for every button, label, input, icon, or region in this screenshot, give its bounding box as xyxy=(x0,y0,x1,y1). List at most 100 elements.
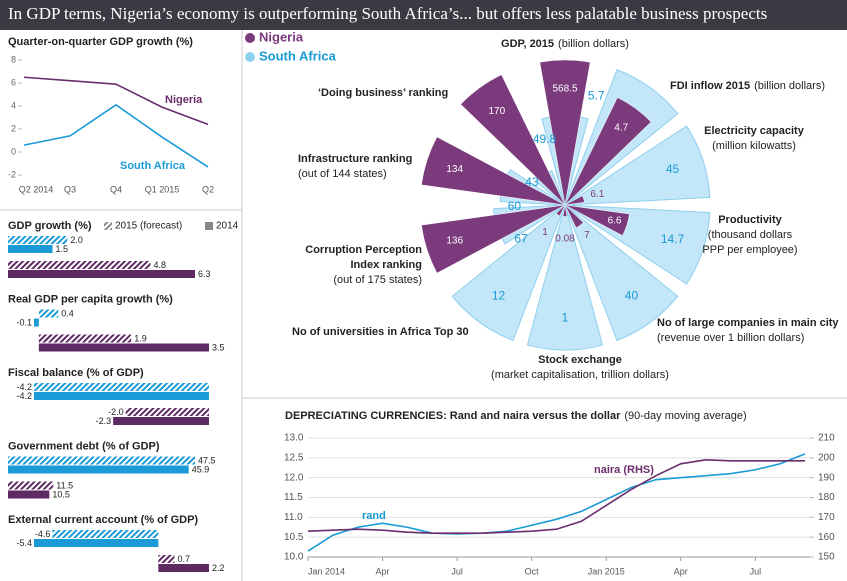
bar xyxy=(34,383,209,391)
value-label: 2.2 xyxy=(212,563,225,573)
line xyxy=(23,103,209,168)
spoke-title: Infrastructure ranking xyxy=(298,153,412,165)
value-label: 6.3 xyxy=(198,269,211,279)
y-tick-label: 12.0 xyxy=(284,472,304,483)
line xyxy=(307,459,806,534)
title-sub: (90-day moving average) xyxy=(624,410,746,422)
legend-label: South Africa xyxy=(259,48,337,63)
spoke-label: GDP, 2015 (billion dollars) xyxy=(501,38,629,50)
panel-title: Real GDP per capita growth (%) xyxy=(8,293,173,305)
x-tick-label: Q1 2015 xyxy=(145,184,180,194)
value-label: 1 xyxy=(562,310,569,324)
value-label: 5.7 xyxy=(588,88,605,102)
legend-swatch xyxy=(205,222,213,230)
bar xyxy=(8,456,195,465)
series-label: rand xyxy=(362,510,386,522)
y-tick-label: 11.0 xyxy=(284,512,303,523)
x-tick-label: Oct xyxy=(525,566,540,576)
value-label: 136 xyxy=(446,235,463,246)
wedge xyxy=(564,97,652,206)
wedge xyxy=(421,204,566,274)
legend-dot xyxy=(245,52,255,62)
value-label: -5.4 xyxy=(16,538,32,548)
y-tick-label: 10.0 xyxy=(284,552,304,563)
x-tick-label: Q3 xyxy=(64,184,76,194)
spoke-note: (market capitalisation, trillion dollars… xyxy=(491,369,669,381)
spoke-note: (revenue over 1 billion dollars) xyxy=(657,332,804,344)
bar xyxy=(38,343,209,352)
bar xyxy=(158,555,175,563)
page-title: In GDP terms, Nigeria’s economy is outpe… xyxy=(8,4,767,23)
value-label: 4.8 xyxy=(153,260,166,270)
value-label: 134 xyxy=(446,164,463,175)
bar xyxy=(34,318,39,327)
title-main: DEPRECIATING CURRENCIES: Rand and naira … xyxy=(285,410,621,422)
value-label: 7 xyxy=(584,230,590,241)
y-tick-label: 10.5 xyxy=(284,532,304,543)
bar xyxy=(34,539,159,547)
value-label: 1.9 xyxy=(134,333,147,343)
value-label: 60 xyxy=(508,199,522,213)
series-label: South Africa xyxy=(120,160,186,172)
panel-title: GDP growth (%) xyxy=(8,220,92,232)
panel-title: Government debt (% of GDP) xyxy=(8,440,160,452)
series-label: Nigeria xyxy=(165,94,203,106)
value-label: 12 xyxy=(492,289,506,303)
value-label: 43 xyxy=(525,175,539,189)
spoke-note: PPP per employee) xyxy=(702,244,797,256)
value-label: 6.1 xyxy=(590,189,604,200)
spoke-title: Corruption Perception xyxy=(305,244,422,256)
value-label: 10.5 xyxy=(52,489,70,499)
wedge xyxy=(460,74,566,206)
bar xyxy=(8,465,189,474)
bar xyxy=(8,481,54,490)
x-tick-label: Jan 2015 xyxy=(588,566,625,576)
spoke-title: Stock exchange xyxy=(538,354,622,366)
wedge xyxy=(563,203,679,342)
value-label: 45 xyxy=(666,162,680,176)
wedge xyxy=(562,204,568,217)
y2-tick-label: 180 xyxy=(818,492,835,503)
y-tick-label: 11.5 xyxy=(284,492,303,503)
wedge xyxy=(564,195,585,206)
y2-tick-label: 170 xyxy=(818,512,835,523)
bar xyxy=(8,236,68,244)
bar xyxy=(8,261,151,269)
legend-label: 2015 (forecast) xyxy=(115,221,182,232)
legend-dot xyxy=(245,33,255,43)
wedge xyxy=(421,136,566,206)
y-tick-label: 6 xyxy=(11,77,16,87)
spoke-note: (out of 144 states) xyxy=(298,168,387,180)
wedge xyxy=(563,125,711,206)
spoke-note: (billion dollars) xyxy=(754,80,825,92)
value-label: 47.5 xyxy=(198,455,216,465)
spoke-title: Electricity capacity xyxy=(704,125,805,137)
wedge xyxy=(564,204,584,229)
y2-tick-label: 210 xyxy=(818,433,835,444)
value-label: 568.5 xyxy=(552,84,577,95)
value-label: -4.6 xyxy=(35,529,51,539)
y-tick-label: 4 xyxy=(11,100,16,110)
value-label: 40 xyxy=(625,289,639,303)
wedge xyxy=(526,203,604,351)
value-label: -0.1 xyxy=(16,317,32,327)
value-label: 0.7 xyxy=(177,554,190,564)
value-label: -2.3 xyxy=(96,416,112,426)
legend-label: Nigeria xyxy=(259,29,304,44)
bar xyxy=(8,245,53,253)
value-label: 3.5 xyxy=(212,342,225,352)
x-tick-label: Apr xyxy=(674,566,688,576)
spoke-note: (thousand dollars xyxy=(708,229,793,241)
value-label: 6.6 xyxy=(608,216,622,227)
series-label: naira (RHS) xyxy=(594,464,654,476)
chart-title: DEPRECIATING CURRENCIES: Rand and naira … xyxy=(285,410,747,422)
legend-swatch xyxy=(104,222,112,230)
bar xyxy=(8,490,50,499)
value-label: 1.5 xyxy=(56,244,69,254)
bar xyxy=(8,270,195,278)
spoke-title: No of large companies in main city xyxy=(657,317,839,329)
chart-title: Quarter-on-quarter GDP growth (%) xyxy=(8,36,193,48)
spoke-title: Index ranking xyxy=(350,259,422,271)
